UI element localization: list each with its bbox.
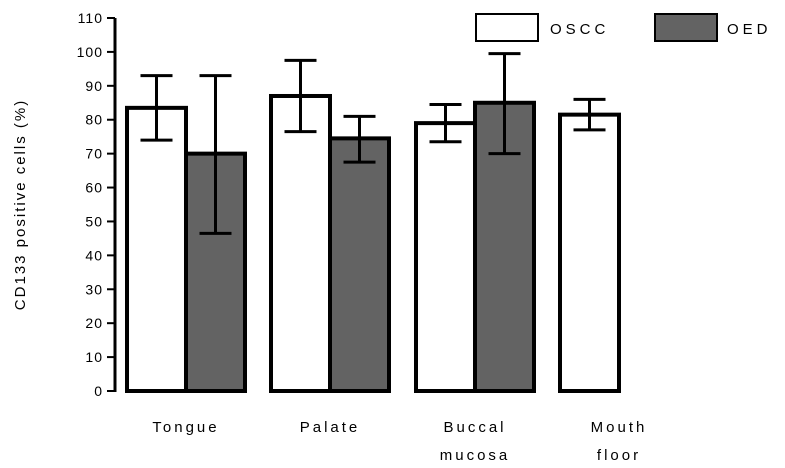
legend-swatch-oed	[654, 13, 718, 42]
y-tick-label: 110	[78, 10, 103, 26]
bar-oscc-0	[125, 105, 188, 393]
bar-oscc-2	[414, 121, 477, 393]
bar-oscc-3	[558, 112, 621, 394]
y-tick-label: 30	[85, 281, 103, 297]
y-tick-label: 90	[85, 78, 103, 94]
x-category-label: Mouth	[591, 419, 648, 436]
x-category-label: floor	[597, 447, 641, 464]
y-tick-label: 80	[85, 112, 103, 128]
y-tick-label: 20	[85, 315, 103, 331]
y-tick-label: 40	[85, 247, 103, 263]
x-category-label: Palate	[300, 419, 361, 436]
y-tick-label: 0	[94, 383, 103, 399]
y-tick-label: 50	[85, 213, 103, 229]
x-category-label: mucosa	[440, 447, 511, 464]
y-tick-label: 70	[85, 146, 103, 162]
x-category-label: Tongue	[152, 419, 219, 436]
bar-oed-1	[328, 136, 391, 393]
y-tick-label: 60	[85, 180, 103, 196]
bar-oscc-1	[269, 93, 332, 393]
legend-label-oed: OED	[727, 21, 772, 38]
x-category-label: Buccal	[443, 419, 506, 436]
legend-swatch-oscc	[475, 13, 539, 42]
y-tick-label: 10	[85, 349, 103, 365]
legend-label-oscc: OSCC	[550, 21, 609, 38]
y-tick-label: 100	[77, 44, 103, 60]
y-axis-title: CD133 positive cells (%)	[12, 99, 29, 310]
